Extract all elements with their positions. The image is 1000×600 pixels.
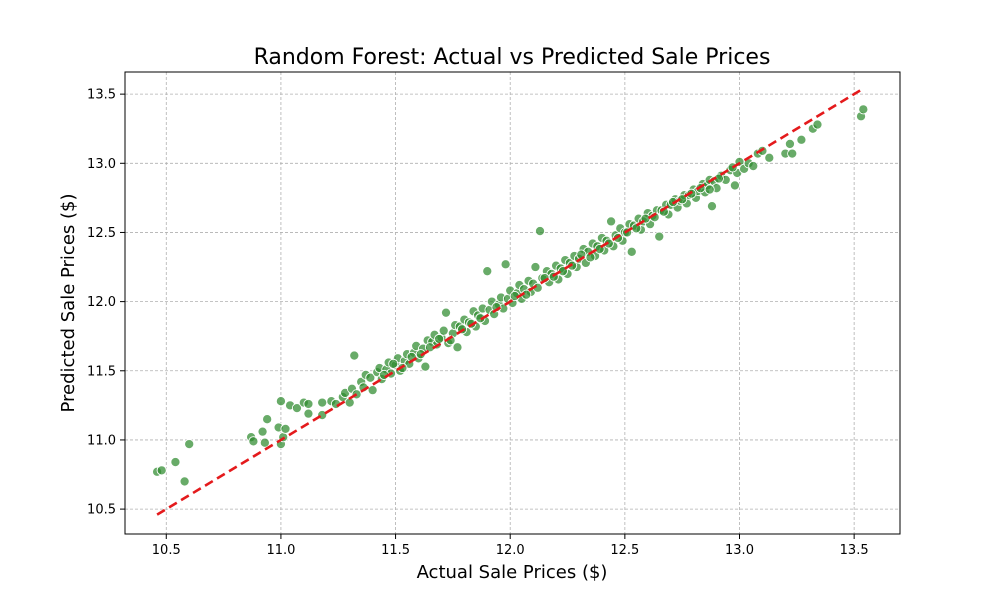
data-point (500, 259, 511, 270)
data-point (388, 358, 399, 369)
x-axis-ticks: 10.5 11.0 11.5 12.0 12.5 13.0 13.5 (152, 534, 869, 558)
y-tick-label: 12.0 (87, 295, 116, 310)
data-point (248, 436, 259, 447)
data-point (626, 246, 637, 257)
data-point (704, 184, 715, 195)
data-point (257, 426, 268, 437)
y-tick-label: 12.5 (87, 226, 116, 241)
grid-lines (125, 72, 900, 534)
data-point (420, 361, 431, 372)
data-point (764, 152, 775, 163)
y-tick-label: 13.0 (87, 157, 116, 172)
data-point (156, 465, 167, 476)
data-point (812, 119, 823, 130)
y-tick-label: 11.0 (87, 433, 116, 448)
data-point (434, 333, 445, 345)
data-point (606, 216, 617, 227)
x-tick-label: 13.5 (840, 543, 869, 558)
data-point (534, 226, 546, 237)
data-points (152, 104, 869, 487)
y-tick-label: 11.5 (87, 364, 116, 379)
y-axis-ticks: 10.5 11.0 11.5 12.0 12.5 13.0 13.5 (87, 88, 125, 518)
data-point (530, 261, 541, 273)
data-point (349, 350, 360, 361)
x-tick-label: 11.0 (266, 543, 295, 558)
data-point (317, 397, 328, 408)
chart-title: Random Forest: Actual vs Predicted Sale … (254, 45, 771, 70)
x-tick-label: 10.5 (152, 543, 181, 558)
data-point (262, 414, 273, 425)
data-point (706, 201, 718, 212)
data-point (654, 231, 665, 242)
data-point (858, 104, 869, 115)
data-point (748, 161, 759, 172)
data-point (787, 148, 798, 159)
data-point (259, 437, 270, 448)
data-point (452, 342, 463, 353)
plot-area-frame (124, 71, 901, 535)
data-point (438, 325, 449, 336)
x-tick-label: 12.0 (496, 543, 525, 558)
reference-line (156, 88, 862, 516)
data-point (784, 138, 795, 149)
data-point (184, 439, 195, 450)
data-point (440, 307, 452, 318)
ideal-fit-line (156, 88, 862, 516)
y-tick-label: 10.5 (87, 503, 116, 518)
x-tick-label: 11.5 (381, 543, 410, 558)
data-point (303, 398, 314, 410)
data-point (365, 372, 376, 383)
data-point (482, 266, 493, 277)
data-point (179, 476, 190, 487)
data-point (729, 180, 740, 191)
x-axis-label: Actual Sale Prices ($) (417, 562, 608, 583)
data-point (303, 408, 314, 419)
data-point (367, 385, 378, 396)
data-point (280, 423, 291, 434)
data-point (291, 403, 303, 414)
x-tick-label: 12.5 (610, 543, 639, 558)
data-point (170, 457, 181, 468)
x-tick-label: 13.0 (725, 543, 754, 558)
data-point (796, 134, 807, 145)
y-tick-label: 13.5 (87, 88, 116, 103)
data-point (275, 396, 286, 407)
y-axis-label: Predicted Sale Prices ($) (58, 194, 79, 413)
